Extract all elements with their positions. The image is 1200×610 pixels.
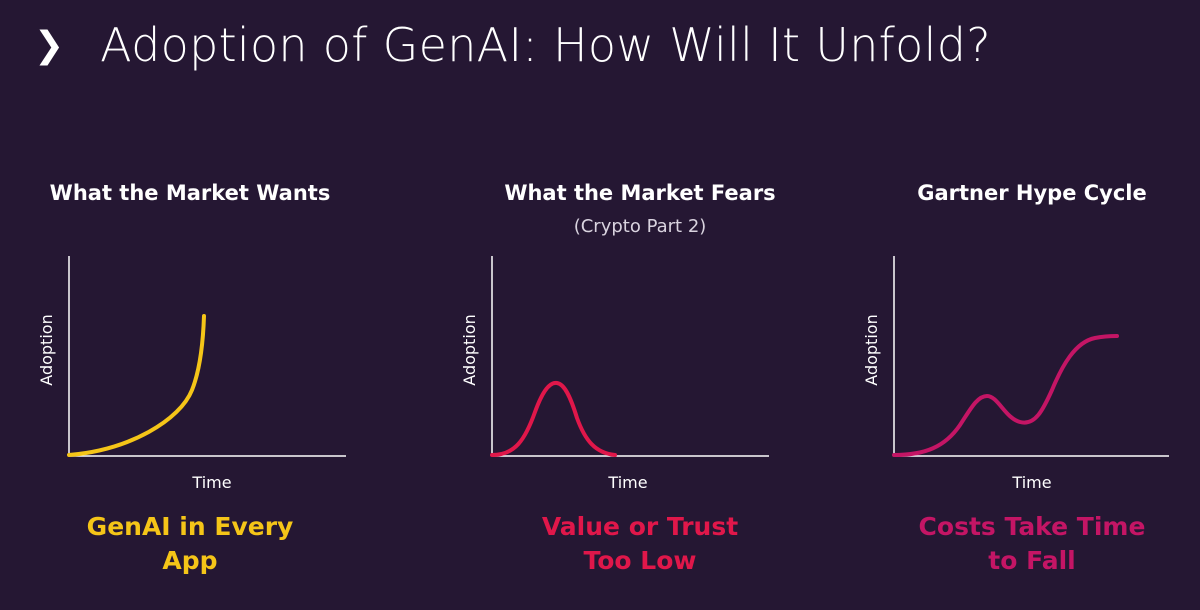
chevron-right-icon: ❯ (34, 25, 65, 66)
panel-subheading: (Crypto Part 2) (573, 216, 707, 237)
caption-line-1: Costs Take Time (918, 512, 1146, 541)
bell-curve (490, 380, 617, 457)
panel-caption: Costs Take Time to Fall (832, 510, 1200, 578)
hype-cycle-curve (892, 334, 1119, 457)
page-title: Adoption of GenAI: How Will It Unfold? (100, 18, 991, 72)
y-axis-label: Adoption (862, 314, 881, 385)
exponential-curve (67, 314, 206, 457)
panel-market-fears: What the Market Fears (Crypto Part 2) Ad… (440, 0, 840, 610)
y-axis-label: Adoption (460, 314, 479, 385)
panel-heading: What the Market Fears (504, 181, 776, 205)
caption-line-2: App (162, 546, 218, 575)
panel-heading: Gartner Hype Cycle (917, 181, 1147, 205)
caption-line-1: Value or Trust (541, 512, 739, 541)
y-axis-label: Adoption (37, 314, 56, 385)
panel-heading: What the Market Wants (49, 181, 331, 205)
diagram-hype-cycle: Adoption Time (862, 256, 1169, 492)
panel-market-wants: What the Market Wants Adoption Time GenA… (10, 0, 410, 610)
header: ❯ Adoption of GenAI: How Will It Unfold? (34, 18, 991, 72)
diagram-market-fears: Adoption Time (460, 256, 769, 492)
x-axis-label: Time (191, 473, 231, 492)
caption-line-2: to Fall (988, 546, 1076, 575)
x-axis-label: Time (607, 473, 647, 492)
panel-hype-cycle: Gartner Hype Cycle Adoption Time Costs T… (830, 0, 1200, 610)
panel-caption: GenAI in Every App (0, 510, 390, 578)
diagram-market-wants: Adoption Time (37, 256, 346, 492)
caption-line-1: GenAI in Every (86, 512, 294, 541)
x-axis-label: Time (1011, 473, 1051, 492)
panel-caption: Value or Trust Too Low (440, 510, 840, 578)
caption-line-2: Too Low (583, 546, 697, 575)
